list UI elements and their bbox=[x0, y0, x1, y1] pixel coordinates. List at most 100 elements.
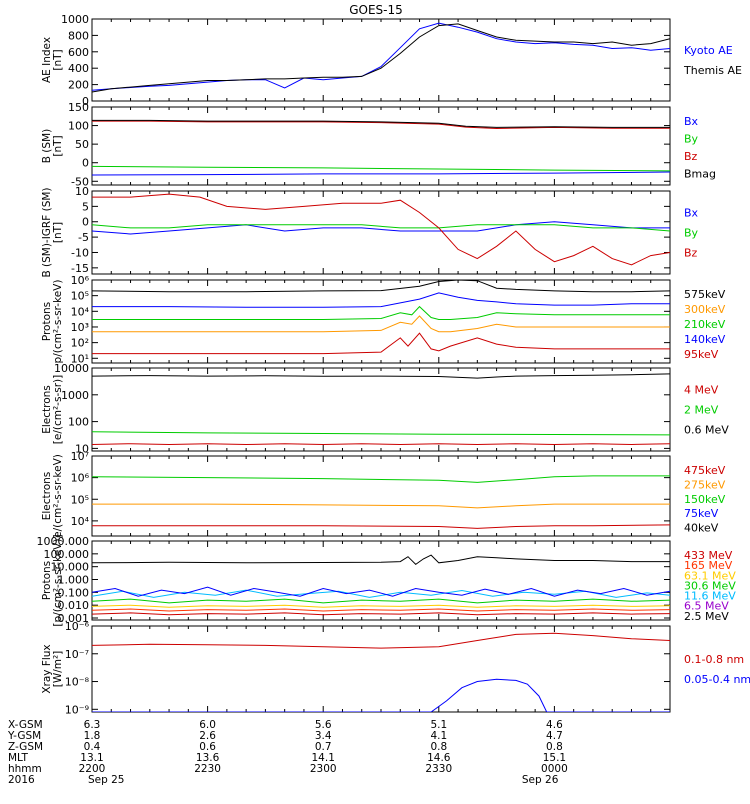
series-line-475kev bbox=[92, 525, 670, 529]
legend-label: Bz bbox=[684, 150, 698, 163]
y-axis-label: [nT] bbox=[52, 135, 64, 156]
legend-label: 475keV bbox=[684, 464, 726, 477]
y-axis-label: [nT] bbox=[52, 222, 64, 243]
panel-frame bbox=[92, 456, 670, 536]
y-tick-label: 10² bbox=[71, 337, 89, 350]
x-column-value: Sep 25 bbox=[88, 774, 125, 786]
y-tick-label: 10⁴ bbox=[71, 305, 90, 318]
legend-label: 0.05-0.4 nm bbox=[684, 673, 750, 686]
legend-label: Bmag bbox=[684, 168, 716, 181]
y-tick-label: -5 bbox=[78, 231, 89, 244]
x-column-value: 2330 bbox=[425, 763, 452, 775]
series-line-275kev bbox=[92, 504, 670, 508]
y-tick-label: 1000 bbox=[61, 389, 89, 402]
series-line-210kev bbox=[92, 307, 670, 320]
series-line-0-1-0-8-nm bbox=[92, 633, 670, 648]
y-tick-label: 100 bbox=[68, 416, 89, 429]
legend-label: By bbox=[684, 227, 699, 240]
y-tick-label: 10⁻⁶ bbox=[65, 620, 90, 633]
panel-frame bbox=[92, 368, 670, 451]
legend-label: Bz bbox=[684, 247, 698, 260]
y-tick-label: 400 bbox=[68, 62, 89, 75]
series-line-30-6-mev bbox=[92, 599, 670, 603]
y-tick-label: 10⁷ bbox=[71, 450, 89, 463]
x-column-value: Sep 26 bbox=[522, 774, 559, 786]
y-tick-label: 800 bbox=[68, 29, 89, 42]
y-axis-label: [nT] bbox=[52, 49, 64, 70]
chart-title: GOES-15 bbox=[349, 3, 403, 17]
y-axis-label: [W/m²] bbox=[52, 651, 64, 688]
panel-frame bbox=[92, 626, 670, 712]
series-line-kyoto-ae bbox=[92, 23, 670, 90]
panel-frame bbox=[92, 19, 670, 101]
series-line-165-mev bbox=[92, 609, 670, 611]
series-line-themis-ae bbox=[92, 24, 670, 92]
y-tick-label: 5 bbox=[82, 200, 89, 213]
y-tick-label: 1000 bbox=[61, 13, 89, 26]
y-axis-label: e/(cm²-s-sr-keV) bbox=[52, 454, 64, 538]
y-tick-label: 10000 bbox=[54, 362, 89, 375]
x-axis-info: X-GSMY-GSMZ-GSMMLThhmm20166.31.80.413.12… bbox=[7, 719, 568, 786]
legend-label: Bx bbox=[684, 115, 699, 128]
series-group bbox=[92, 120, 670, 175]
series-line-150kev bbox=[92, 476, 670, 483]
y-tick-label: 10⁶ bbox=[71, 472, 90, 485]
y-tick-label: 0 bbox=[82, 216, 89, 229]
legend-label: 300keV bbox=[684, 303, 726, 316]
legend-label: 40keV bbox=[684, 522, 719, 535]
y-axis-label: [e/(cm²-s-sr)] bbox=[52, 375, 64, 444]
y-tick-label: 10⁶ bbox=[71, 274, 90, 287]
series-group bbox=[92, 280, 670, 354]
series-line-bx bbox=[92, 172, 670, 175]
legend-label: 0.6 MeV bbox=[684, 424, 729, 437]
legend-label: 275keV bbox=[684, 478, 726, 491]
legend-label: 575keV bbox=[684, 288, 726, 301]
legend-label: 0.1-0.8 nm bbox=[684, 653, 744, 666]
y-tick-label: 100 bbox=[68, 120, 89, 133]
y-tick-label: 150 bbox=[68, 101, 89, 114]
series-group bbox=[92, 23, 670, 92]
series-group bbox=[92, 555, 670, 615]
y-tick-label: 0 bbox=[82, 157, 89, 170]
series-line-0-05-0-4-nm bbox=[92, 679, 670, 712]
y-tick-label: 10⁵ bbox=[71, 290, 89, 303]
y-tick-label: 10⁻⁷ bbox=[65, 648, 89, 661]
x-column-value: 2230 bbox=[194, 763, 221, 775]
series-group bbox=[92, 633, 670, 712]
series-group bbox=[92, 194, 670, 265]
x-row-label: 2016 bbox=[8, 774, 35, 786]
panel-protons_epead: 0.0010.0100.1001.00010.000100.0001000.00… bbox=[37, 534, 737, 626]
y-tick-label: -15 bbox=[71, 262, 89, 275]
y-axis-label: p/(cm²-s-sr-keV) bbox=[52, 280, 64, 364]
legend-label: 150keV bbox=[684, 493, 726, 506]
series-line-by bbox=[92, 166, 670, 171]
panel-frame bbox=[92, 280, 670, 363]
legend-label: 95keV bbox=[684, 348, 719, 361]
series-line-bx bbox=[92, 222, 670, 234]
y-tick-label: 10³ bbox=[71, 321, 89, 334]
y-tick-label: 10⁴ bbox=[71, 515, 90, 528]
legend-label: 4 MeV bbox=[684, 384, 719, 397]
y-tick-label: 10 bbox=[75, 185, 89, 198]
legend-label: 2.5 MeV bbox=[684, 610, 729, 623]
y-tick-label: 50 bbox=[75, 138, 89, 151]
legend-label: 2 MeV bbox=[684, 404, 719, 417]
series-line-433-mev bbox=[92, 613, 670, 615]
legend-label: Themis AE bbox=[683, 64, 742, 77]
y-tick-label: 100.000 bbox=[44, 548, 90, 561]
series-line-63-1-mev bbox=[92, 605, 670, 607]
series-line-0-6-mev bbox=[92, 374, 670, 378]
legend-label: 75keV bbox=[684, 507, 719, 520]
y-tick-label: 10⁻⁸ bbox=[65, 676, 90, 689]
y-tick-label: 10⁵ bbox=[71, 493, 89, 506]
y-tick-label: -10 bbox=[71, 246, 89, 259]
legend-label: Bx bbox=[684, 207, 699, 220]
x-column-value: 2300 bbox=[310, 763, 337, 775]
series-group bbox=[92, 374, 670, 445]
